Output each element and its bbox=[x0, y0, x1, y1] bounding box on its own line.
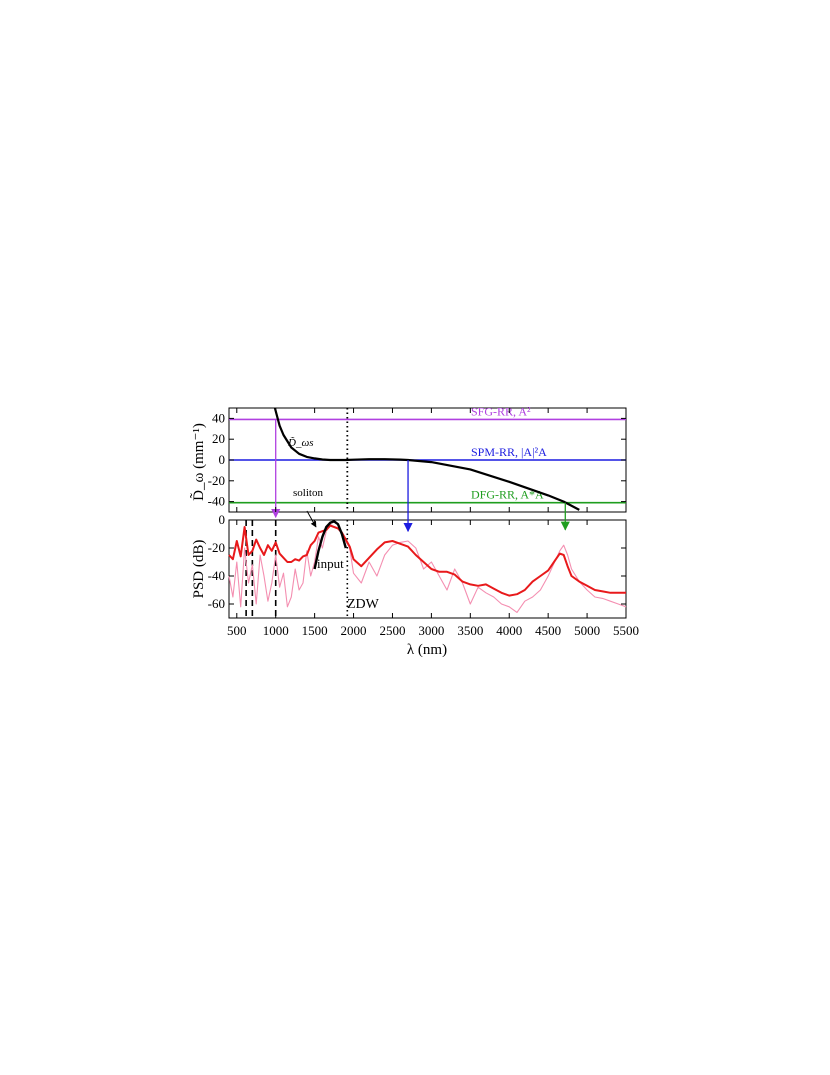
level-label-1: SPM-RR, |A|²A bbox=[471, 445, 547, 459]
bottom-ytick-label-0: -60 bbox=[208, 596, 225, 611]
top-ytick-label-0: -40 bbox=[208, 494, 225, 509]
bottom-ytick-label-3: 0 bbox=[219, 512, 226, 527]
xtick-label-10: 5500 bbox=[613, 623, 639, 638]
level-label-0: SFG-RR, A² bbox=[471, 404, 531, 418]
top-y-axis-label: D̃_ω (mm⁻¹) bbox=[190, 423, 207, 501]
bottom-ytick-label-2: -20 bbox=[208, 540, 225, 555]
bottom-panel: soliton input ZDW bbox=[228, 487, 627, 618]
annotation-input: input bbox=[317, 556, 344, 571]
top-ytick-label-2: 0 bbox=[219, 452, 226, 467]
xtick-label-1: 1000 bbox=[263, 623, 289, 638]
psd-series-2 bbox=[313, 520, 347, 570]
xtick-label-7: 4000 bbox=[496, 623, 522, 638]
top-ytick-label-1: -20 bbox=[208, 473, 225, 488]
annotation-zdw: ZDW bbox=[347, 597, 380, 612]
psd-series-1 bbox=[228, 524, 626, 597]
bottom-y-axis-label: PSD (dB) bbox=[191, 540, 207, 599]
dispersion-curve bbox=[273, 407, 580, 511]
dispersion-curve-label: D̃_ωs bbox=[287, 436, 314, 449]
xtick-label-9: 5000 bbox=[574, 623, 600, 638]
axis-text: -40 -20 0 20 40 -60 -40 -20 0 500 1000 1500 2000 2500… bbox=[208, 408, 639, 638]
xtick-label-8: 4500 bbox=[535, 623, 561, 638]
annotation-soliton: soliton bbox=[293, 487, 323, 499]
level-label-2: DFG-RR, A*A bbox=[471, 488, 544, 502]
xtick-label-5: 3000 bbox=[418, 623, 444, 638]
xtick-label-0: 500 bbox=[227, 623, 247, 638]
x-axis-label: λ (nm) bbox=[407, 642, 447, 658]
xtick-label-2: 1500 bbox=[302, 623, 328, 638]
xtick-label-3: 2000 bbox=[341, 623, 367, 638]
xtick-label-6: 3500 bbox=[457, 623, 483, 638]
top-ytick-label-4: 40 bbox=[212, 410, 225, 425]
top-ytick-label-3: 20 bbox=[212, 431, 225, 446]
psd-series-0 bbox=[228, 523, 627, 613]
bottom-plot-frame bbox=[228, 519, 627, 619]
bottom-ytick-label-1: -40 bbox=[208, 568, 225, 583]
top-panel: SFG-RR, A² SPM-RR, |A|²A DFG-RR, A*A D̃_ωs bbox=[229, 404, 626, 533]
xtick-label-4: 2500 bbox=[379, 623, 405, 638]
